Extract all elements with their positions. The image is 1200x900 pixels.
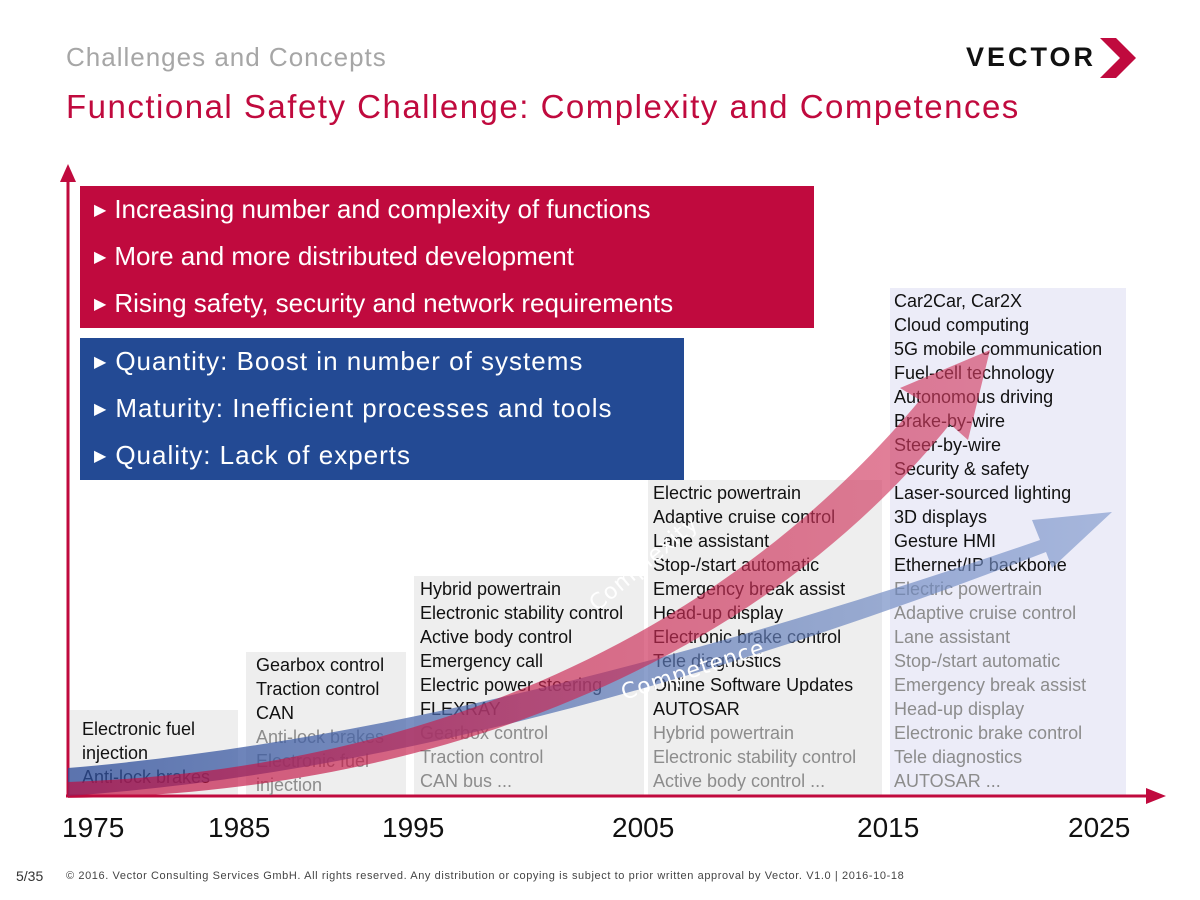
year-label-2005: 2005 (612, 812, 675, 843)
legacy-function-item: Lane assistant (894, 627, 1011, 647)
column-panel-2015 (890, 288, 1126, 795)
new-function-item: Electronic fuel (82, 719, 196, 739)
x-axis-arrowhead (1146, 788, 1166, 804)
new-function-item: Cloud computing (894, 315, 1030, 335)
legacy-function-item: Active body control ... (653, 771, 826, 791)
complexity-label: Complexity (585, 511, 704, 616)
triangle-bullet-icon: ▶ (94, 202, 107, 219)
new-function-item: CAN (256, 703, 295, 723)
logo-chevron-icon (1100, 38, 1136, 78)
triangle-bullet-icon: ▶ (94, 296, 107, 313)
y-axis-arrowhead (60, 164, 76, 182)
new-function-item: Car2Car, Car2X (894, 291, 1023, 311)
year-label-2025: 2025 (1068, 812, 1131, 843)
new-function-item: 3D displays (894, 507, 988, 527)
challenge-item: ▶ Increasing number and complexity of fun… (94, 194, 651, 224)
new-function-item: Active body control (420, 627, 573, 647)
challenges-box: ▶ Increasing number and complexity of fun… (80, 186, 814, 328)
new-function-item: Gesture HMI (894, 531, 997, 551)
new-function-item: Gearbox control (256, 655, 385, 675)
vector-logo: VECTOR (966, 36, 1138, 80)
issue-item: ▶ Maturity: Inefficient processes and too… (94, 393, 613, 423)
new-function-item: Emergency call (420, 651, 544, 671)
new-function-item: 5G mobile communication (894, 339, 1103, 359)
legacy-function-item: Head-up display (894, 699, 1025, 719)
new-function-item: Online Software Updates (653, 675, 854, 695)
legacy-function-item: AUTOSAR ... (894, 771, 1001, 791)
page-number: 5/35 (16, 868, 44, 884)
new-function-item: Adaptive cruise control (653, 507, 836, 527)
legacy-function-item: Emergency break assist (894, 675, 1087, 695)
slide-title: Functional Safety Challenge: Complexity … (66, 88, 1020, 125)
copyright-footer: © 2016. Vector Consulting Services GmbH.… (66, 870, 905, 882)
year-label-1985: 1985 (208, 812, 271, 843)
legacy-function-item: Tele diagnostics (894, 747, 1023, 767)
new-function-item: Electronic stability control (420, 603, 624, 623)
new-function-item: Hybrid powertrain (420, 579, 562, 599)
new-function-item: Laser-sourced lighting (894, 483, 1072, 503)
complexity-arrow (68, 350, 990, 798)
challenge-item: ▶ Rising safety, security and network req… (94, 288, 674, 318)
new-function-item: injection (82, 743, 149, 763)
legacy-function-item: CAN bus ... (420, 771, 513, 791)
triangle-bullet-icon: ▶ (94, 401, 108, 418)
legacy-function-item: Electronic brake control (894, 723, 1083, 743)
year-label-2015: 2015 (857, 812, 920, 843)
new-function-item: AUTOSAR (653, 699, 740, 719)
legacy-function-item: Hybrid powertrain (653, 723, 795, 743)
triangle-bullet-icon: ▶ (94, 448, 108, 465)
logo-wordmark: VECTOR (966, 42, 1097, 72)
competence-arrow (68, 512, 1112, 796)
challenge-item: ▶ More and more distributed development (94, 241, 574, 271)
new-function-item: Security & safety (894, 459, 1030, 479)
year-label-1975: 1975 (62, 812, 125, 843)
competence-issues-box: ▶ Quantity: Boost in number of systems ▶ M… (80, 338, 684, 480)
legacy-function-item: Stop-/start automatic (894, 651, 1061, 671)
legacy-function-item: Electronic stability control (653, 747, 857, 767)
legacy-function-item: Traction control (420, 747, 544, 767)
issue-item: ▶ Quality: Lack of experts (94, 440, 411, 470)
triangle-bullet-icon: ▶ (94, 249, 107, 266)
triangle-bullet-icon: ▶ (94, 354, 108, 371)
new-function-item: Lane assistant (653, 531, 770, 551)
issue-item: ▶ Quantity: Boost in number of systems (94, 346, 584, 376)
section-subtitle: Challenges and Concepts (66, 42, 387, 72)
new-function-item: Electric powertrain (653, 483, 802, 503)
year-label-1995: 1995 (382, 812, 445, 843)
new-function-item: Traction control (256, 679, 380, 699)
legacy-function-item: Adaptive cruise control (894, 603, 1077, 623)
